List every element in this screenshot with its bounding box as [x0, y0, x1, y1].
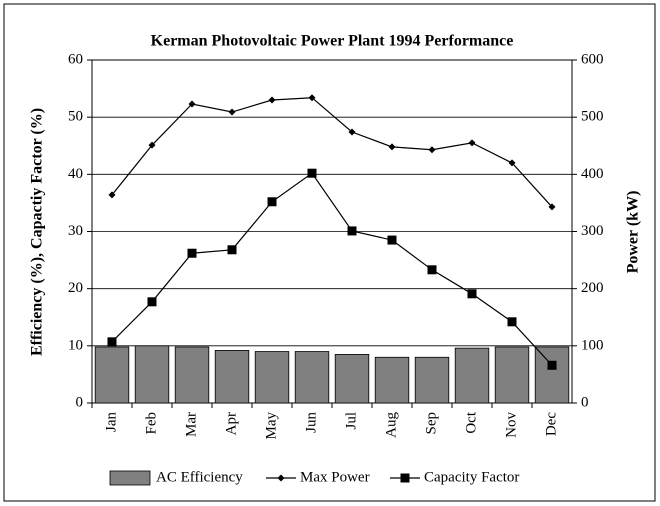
marker: [548, 203, 556, 211]
bar: [334, 354, 370, 404]
y-tick-label: 0: [76, 394, 84, 410]
marker: [427, 265, 437, 275]
marker: [268, 96, 276, 104]
x-tick-label: Feb: [143, 412, 159, 435]
legend-label: Capacity Factor: [424, 469, 519, 485]
x-tick-label: Oct: [463, 411, 479, 433]
y2-tick-label: 600: [581, 51, 604, 67]
marker: [347, 226, 357, 236]
x-tick-label: May: [263, 412, 279, 440]
marker: [547, 360, 557, 370]
marker: [508, 159, 516, 167]
marker: [147, 297, 157, 307]
x-tick-label: Dec: [543, 412, 559, 436]
x-tick-label: Apr: [223, 412, 239, 435]
y2-tick-label: 100: [581, 337, 604, 353]
marker: [468, 139, 476, 147]
x-tick-label: Nov: [503, 412, 519, 438]
bar: [454, 347, 490, 404]
legend-label: AC Efficiency: [156, 469, 243, 485]
y2-tick-label: 0: [581, 394, 589, 410]
line: [111, 97, 553, 208]
x-tick-label: Mar: [183, 412, 199, 437]
marker: [307, 168, 317, 178]
marker: [387, 235, 397, 245]
marker: [348, 128, 356, 136]
marker: [148, 141, 156, 149]
marker: [267, 197, 277, 207]
y2-tick-label: 200: [581, 280, 604, 296]
legend-swatch: [109, 470, 151, 486]
marker: [108, 191, 116, 199]
x-tick-label: Aug: [383, 412, 399, 438]
legend-marker: [277, 474, 285, 482]
bar: [94, 346, 130, 404]
y-axis-label: Efficiency (%), Capactiy Factor (%): [29, 108, 46, 356]
y-tick-label: 10: [68, 337, 83, 353]
x-tick-label: Sep: [423, 412, 439, 435]
marker: [467, 289, 477, 299]
marker: [228, 108, 236, 116]
bar: [214, 350, 250, 404]
x-tick-label: Jun: [303, 412, 319, 433]
y2-axis-label: Power (kW): [625, 191, 642, 274]
marker: [308, 94, 316, 102]
y-tick-label: 40: [68, 166, 83, 182]
marker: [428, 146, 436, 154]
bar: [254, 351, 290, 404]
y-tick-label: 60: [68, 51, 83, 67]
chart-title: Kerman Photovoltaic Power Plant 1994 Per…: [151, 33, 514, 50]
x-tick-label: Jan: [103, 412, 119, 432]
marker: [187, 248, 197, 258]
bar: [294, 351, 330, 404]
bar: [494, 346, 530, 404]
x-tick-label: Jul: [343, 412, 359, 430]
marker: [507, 317, 517, 327]
y2-tick-label: 400: [581, 166, 604, 182]
y-tick-label: 20: [68, 280, 83, 296]
marker: [107, 337, 117, 347]
y2-tick-label: 300: [581, 223, 604, 239]
bar: [414, 356, 450, 404]
y2-tick-label: 500: [581, 109, 604, 125]
marker: [388, 143, 396, 151]
bar: [134, 345, 170, 404]
legend-label: Max Power: [300, 469, 370, 485]
y-tick-label: 50: [68, 109, 83, 125]
marker: [188, 100, 196, 108]
line: [111, 172, 553, 366]
legend-marker: [400, 473, 410, 483]
bar: [534, 346, 570, 404]
bar: [374, 356, 410, 404]
marker: [227, 245, 237, 255]
y-tick-label: 30: [68, 223, 83, 239]
bar: [174, 346, 210, 404]
